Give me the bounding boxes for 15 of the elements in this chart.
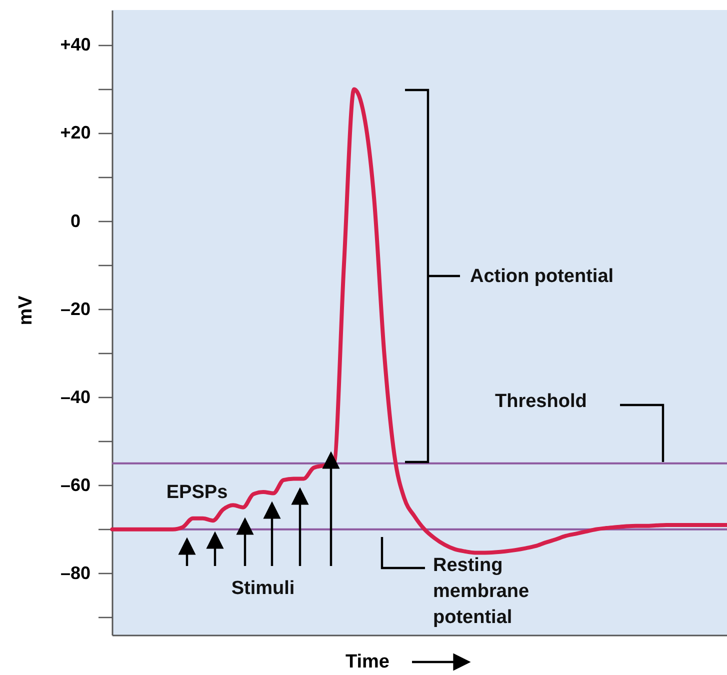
y-tick-label: +40 bbox=[60, 34, 91, 55]
y-tick-label: –80 bbox=[60, 562, 91, 583]
ref-line-label: Resting membrane potential bbox=[433, 555, 530, 628]
line-series bbox=[110, 87, 727, 555]
annotation: EPSPs bbox=[166, 482, 228, 503]
y-tick-label: –60 bbox=[60, 474, 91, 495]
ref-line-label: Threshold bbox=[495, 391, 587, 412]
y-tick-label: –20 bbox=[60, 298, 91, 319]
annotation: Action potential bbox=[470, 266, 614, 287]
y-tick-label: –40 bbox=[60, 386, 91, 407]
annotation: Stimuli bbox=[231, 578, 295, 599]
x-axis-title: Time bbox=[346, 652, 390, 672]
y-tick-label: +20 bbox=[60, 122, 91, 143]
y-axis-title: mV bbox=[16, 295, 36, 326]
y-tick-label: 0 bbox=[70, 210, 81, 231]
